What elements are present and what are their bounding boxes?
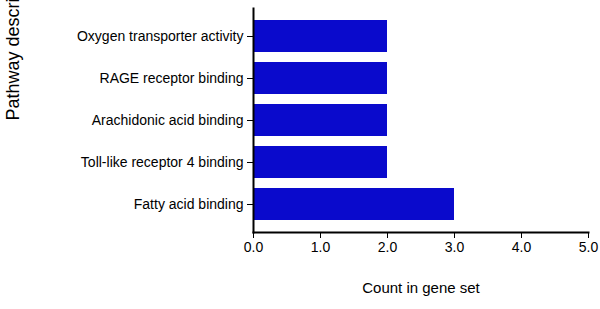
svg-text:Oxygen transporter activity: Oxygen transporter activity — [77, 28, 244, 44]
svg-text:0.0: 0.0 — [244, 239, 264, 255]
svg-text:5.0: 5.0 — [579, 239, 599, 255]
svg-text:Arachidonic acid binding: Arachidonic acid binding — [92, 112, 244, 128]
svg-text:2.0: 2.0 — [378, 239, 398, 255]
svg-text:Fatty acid binding: Fatty acid binding — [134, 196, 244, 212]
svg-text:RAGE receptor binding: RAGE receptor binding — [100, 70, 244, 86]
svg-text:Toll-like receptor 4 binding: Toll-like receptor 4 binding — [81, 154, 244, 170]
svg-text:1.0: 1.0 — [311, 239, 331, 255]
svg-text:Count in gene set: Count in gene set — [362, 279, 480, 296]
svg-text:Pathway description: Pathway description — [3, 0, 23, 121]
svg-text:3.0: 3.0 — [445, 239, 465, 255]
svg-text:4.0: 4.0 — [512, 239, 532, 255]
